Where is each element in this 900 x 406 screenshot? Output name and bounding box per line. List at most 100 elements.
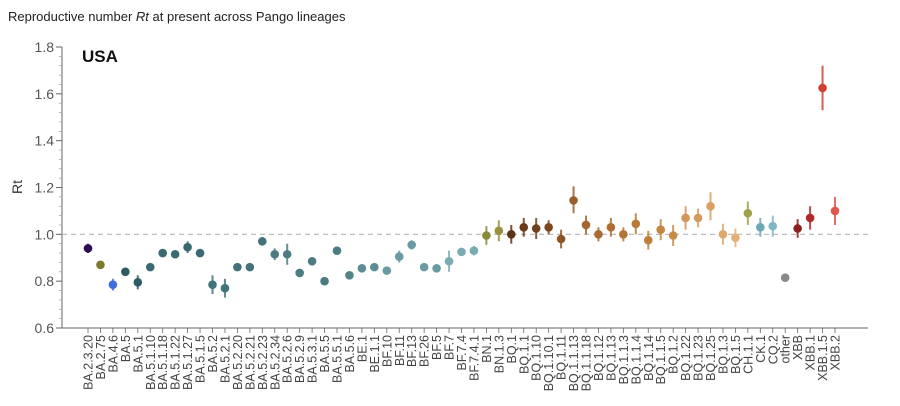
data-point — [718, 230, 728, 239]
y-tick-label: 1.6 — [35, 86, 55, 102]
data-point — [631, 219, 641, 229]
y-tick-label: 1.4 — [35, 133, 55, 149]
data-point — [83, 244, 93, 253]
x-tick-label: BA.5 — [119, 335, 133, 362]
x-tick-label: other — [779, 335, 793, 364]
data-point — [668, 231, 678, 240]
data-point — [170, 249, 180, 259]
y-tick-label: 1.8 — [35, 39, 55, 55]
data-point — [830, 206, 840, 216]
x-tick-label: BA.5.2.23 — [256, 335, 270, 390]
data-point — [743, 208, 753, 218]
x-tick-label: BQ.1.1.18 — [580, 335, 594, 391]
data-point — [581, 220, 591, 230]
x-tick-label: BA.5.3.1 — [306, 335, 320, 383]
data-point — [780, 273, 790, 282]
x-tick-label: BA.5.1.27 — [181, 335, 195, 390]
x-tick-label: BQ.1.23 — [692, 335, 706, 381]
data-point — [756, 223, 765, 232]
data-point — [195, 248, 205, 258]
data-point — [133, 278, 143, 287]
data-point — [332, 246, 342, 256]
x-tick-label: CQ.2 — [766, 335, 780, 364]
x-tick-label: BF.7 — [443, 335, 457, 360]
x-tick-label: BN.1.3 — [492, 335, 506, 373]
x-tick-label: BF.13 — [405, 335, 419, 367]
data-point — [805, 213, 815, 223]
x-tick-label: BQ.1.1.4 — [629, 335, 643, 384]
chart-title: Reproductive number Rt at present across… — [8, 9, 345, 24]
data-point — [96, 260, 105, 270]
data-point — [370, 262, 379, 272]
panel-label: USA — [82, 47, 118, 66]
x-tick-label: BA.5.2.6 — [281, 335, 295, 383]
y-tick-label: 1.0 — [35, 226, 55, 242]
x-tick-label: BF.5 — [430, 335, 444, 360]
data-point — [681, 213, 690, 223]
data-point — [531, 224, 541, 233]
x-tick-label: CH.1.1 — [741, 335, 755, 374]
x-tick-label: BF.7.4 — [455, 335, 469, 370]
data-point — [258, 237, 267, 246]
data-point — [444, 256, 454, 266]
x-tick-label: BQ.1.13 — [604, 335, 618, 381]
x-tick-label: BA.5.1.10 — [144, 335, 158, 390]
x-tick-label: BA.5.5 — [318, 335, 332, 373]
data-point — [569, 196, 578, 205]
x-tick-label: BQ.1.1.3 — [617, 335, 631, 384]
data-point — [519, 223, 529, 232]
data-point — [320, 276, 329, 286]
x-tick-label: BA.4.6 — [106, 335, 120, 373]
data-point — [619, 230, 628, 239]
data-point — [158, 248, 167, 258]
data-point — [108, 280, 118, 289]
x-tick-label: BE.1.1 — [368, 335, 382, 373]
x-tick-label: BQ.1.11 — [555, 335, 569, 380]
x-tick-label: BQ.1 — [505, 335, 519, 364]
y-axis-label: Rt — [9, 180, 25, 194]
x-tick-label: XBB — [791, 335, 805, 360]
x-tick-label: BQ.1.12 — [592, 335, 606, 381]
data-point — [357, 263, 367, 273]
x-tick-label: BA.2.75 — [94, 335, 108, 380]
data-point — [606, 223, 616, 232]
data-point — [183, 242, 192, 252]
y-tick-label: 0.8 — [35, 273, 55, 289]
data-point — [394, 252, 404, 261]
data-point — [382, 266, 392, 275]
x-tick-label: BA.5.1.22 — [169, 335, 183, 390]
data-point — [793, 224, 802, 233]
x-tick-label: BQ.1.3 — [716, 335, 730, 374]
x-tick-label: BQ.1.5 — [729, 335, 743, 374]
title-prefix: Reproductive number — [8, 9, 136, 24]
x-tick-label: BA.2.3.20 — [82, 335, 96, 390]
x-tick-label: BF.26 — [418, 335, 432, 367]
x-tick-label: BF.11 — [393, 335, 407, 366]
data-point — [208, 280, 217, 289]
x-tick-label: BA.5.1.18 — [156, 335, 170, 390]
x-tick-label: BA.5.2.21 — [243, 335, 257, 390]
x-tick-label: BF.10 — [380, 335, 394, 367]
x-tick-label: BQ.1.1 — [517, 335, 531, 374]
x-tick-label: BA.5.2.1 — [218, 335, 232, 383]
data-point — [494, 226, 504, 236]
data-point — [656, 225, 665, 234]
axes: 0.60.81.01.21.41.61.8BA.2.3.20BA.2.75BA.… — [35, 39, 868, 391]
data-point — [345, 271, 354, 280]
x-tick-label: BQ.1.14 — [642, 335, 656, 381]
data-point — [145, 262, 155, 272]
x-tick-label: BN.1 — [480, 335, 494, 363]
x-tick-label: BA.5.2.20 — [231, 335, 245, 390]
title-symbol: Rt — [135, 9, 149, 24]
x-tick-label: BQ.1.2 — [667, 335, 681, 374]
data-point — [295, 268, 304, 278]
data-point — [556, 234, 566, 244]
data-point — [270, 249, 280, 259]
data-point — [594, 230, 603, 239]
x-tick-label: BA.5.6 — [343, 335, 357, 373]
x-tick-label: XBB.1 — [804, 335, 818, 370]
data-point — [121, 267, 130, 277]
x-tick-label: BQ.1.1.13 — [567, 335, 581, 391]
x-tick-label: BF.7.4.1 — [467, 335, 481, 381]
